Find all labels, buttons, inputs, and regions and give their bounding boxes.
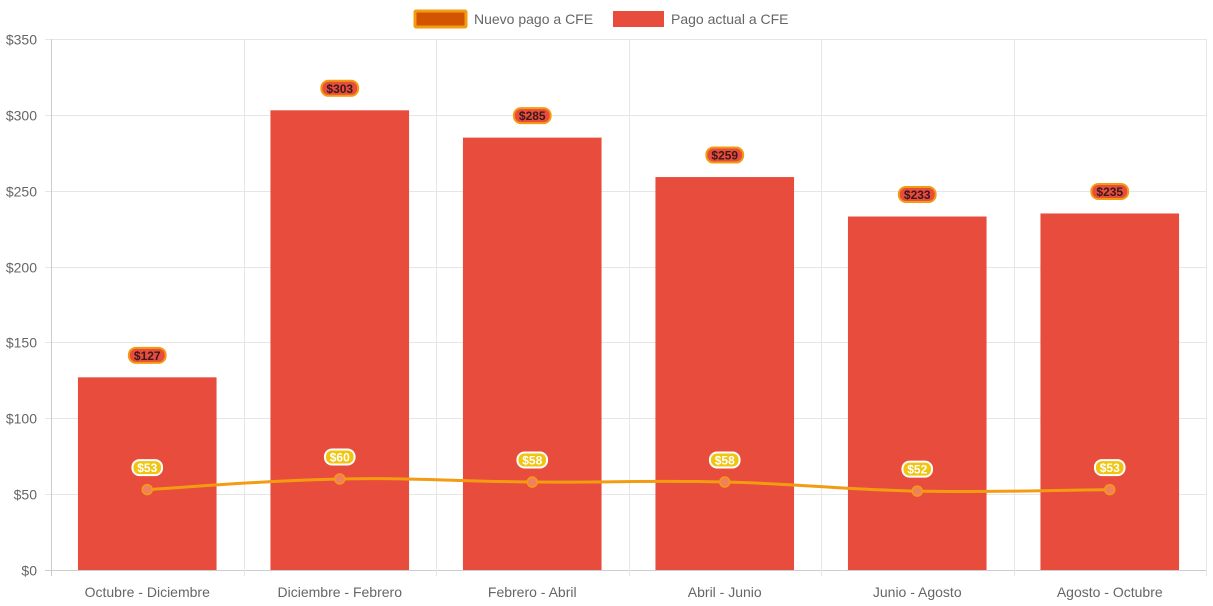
bar-data-label: $303 [320, 79, 360, 97]
line-point[interactable] [526, 476, 538, 488]
bar-data-label-text: $235 [1096, 185, 1123, 199]
line-point[interactable] [719, 476, 731, 488]
x-tick-label: Junio - Agosto [873, 584, 962, 600]
bars-layer [77, 110, 1180, 570]
line-data-label-text: $58 [715, 454, 735, 468]
legend-label-bar: Pago actual a CFE [671, 11, 789, 27]
bar-data-label-text: $303 [326, 82, 353, 96]
x-tick-label: Octubre - Diciembre [85, 584, 210, 600]
bar-data-label-bg [127, 346, 167, 364]
bar-data-label-bg [512, 107, 552, 125]
line-point[interactable] [911, 485, 923, 497]
bar[interactable] [847, 216, 987, 570]
bar[interactable] [655, 177, 795, 570]
bar-data-label: $235 [1090, 182, 1130, 200]
y-tick-label: $200 [6, 260, 37, 276]
bar-data-label-bg [320, 79, 360, 97]
line-data-label: $53 [131, 459, 164, 477]
bar[interactable] [270, 110, 410, 570]
line-data-label-bg [1093, 459, 1126, 477]
legend-swatch-line [413, 9, 468, 29]
line-point[interactable] [141, 483, 153, 496]
grid-layer [45, 39, 1207, 576]
bar[interactable] [462, 137, 602, 570]
y-tick-label: $50 [14, 487, 38, 503]
axis-layer: $0 $50 $100 $150 $200 $250 $300 $350 Octubre - D… [6, 32, 1163, 601]
legend-swatch-bar [613, 11, 664, 27]
line-data-label-text: $60 [330, 450, 350, 464]
x-tick-label: Agosto - Octubre [1057, 584, 1163, 600]
bar-data-label-bg [705, 146, 745, 164]
bar-data-label-text: $233 [904, 188, 931, 202]
line-data-label-text: $58 [522, 454, 542, 468]
line-point[interactable] [1104, 483, 1116, 496]
y-tick-label: $0 [21, 563, 37, 579]
labels-layer: $127 $303 $285 $259 $233 $235 $53 $60 $58 $58 $52 $… [127, 79, 1130, 478]
line-data-label-bg [516, 451, 549, 469]
y-tick-label: $300 [6, 108, 37, 124]
legend-label-line: Nuevo pago a CFE [474, 11, 593, 27]
bar-data-label-text: $259 [711, 149, 738, 163]
line-layer [141, 473, 1116, 497]
line-data-label-text: $52 [907, 463, 927, 477]
legend-item-bar[interactable]: Pago actual a CFE [613, 11, 789, 27]
line-data-label-bg [323, 448, 356, 466]
series-line [147, 477, 1110, 494]
bar-data-label: $127 [127, 346, 167, 364]
y-tick-label: $350 [6, 32, 37, 48]
bar-data-label: $233 [897, 186, 937, 204]
y-tick-label: $150 [6, 335, 37, 351]
line-data-label-text: $53 [1100, 461, 1120, 475]
bar-data-label-text: $285 [519, 109, 546, 123]
legend-item-line[interactable]: Nuevo pago a CFE [413, 9, 593, 29]
line-data-label: $58 [708, 451, 741, 469]
x-tick-label: Abril - Junio [688, 584, 762, 600]
line-data-label: $53 [1093, 459, 1126, 477]
legend: Nuevo pago a CFE Pago actual a CFE [413, 9, 789, 29]
bar-data-label-bg [1090, 182, 1130, 200]
y-tick-label: $250 [6, 184, 37, 200]
line-data-label-text: $53 [137, 461, 157, 475]
x-tick-label: Febrero - Abril [488, 584, 577, 600]
line-data-label: $58 [516, 451, 549, 469]
line-data-label-bg [131, 459, 164, 477]
line-data-label-bg [901, 460, 934, 478]
x-tick-label: Diciembre - Febrero [278, 584, 403, 600]
bar-data-label: $259 [705, 146, 745, 164]
line-data-label-bg [708, 451, 741, 469]
bar-data-label: $285 [512, 107, 552, 125]
line-point[interactable] [334, 473, 346, 485]
line-data-label: $52 [901, 460, 934, 478]
bar[interactable] [1040, 213, 1180, 570]
y-tick-label: $100 [6, 411, 37, 427]
bar-data-label-text: $127 [134, 349, 161, 363]
bar-data-label-bg [897, 186, 937, 204]
line-data-label: $60 [323, 448, 356, 466]
